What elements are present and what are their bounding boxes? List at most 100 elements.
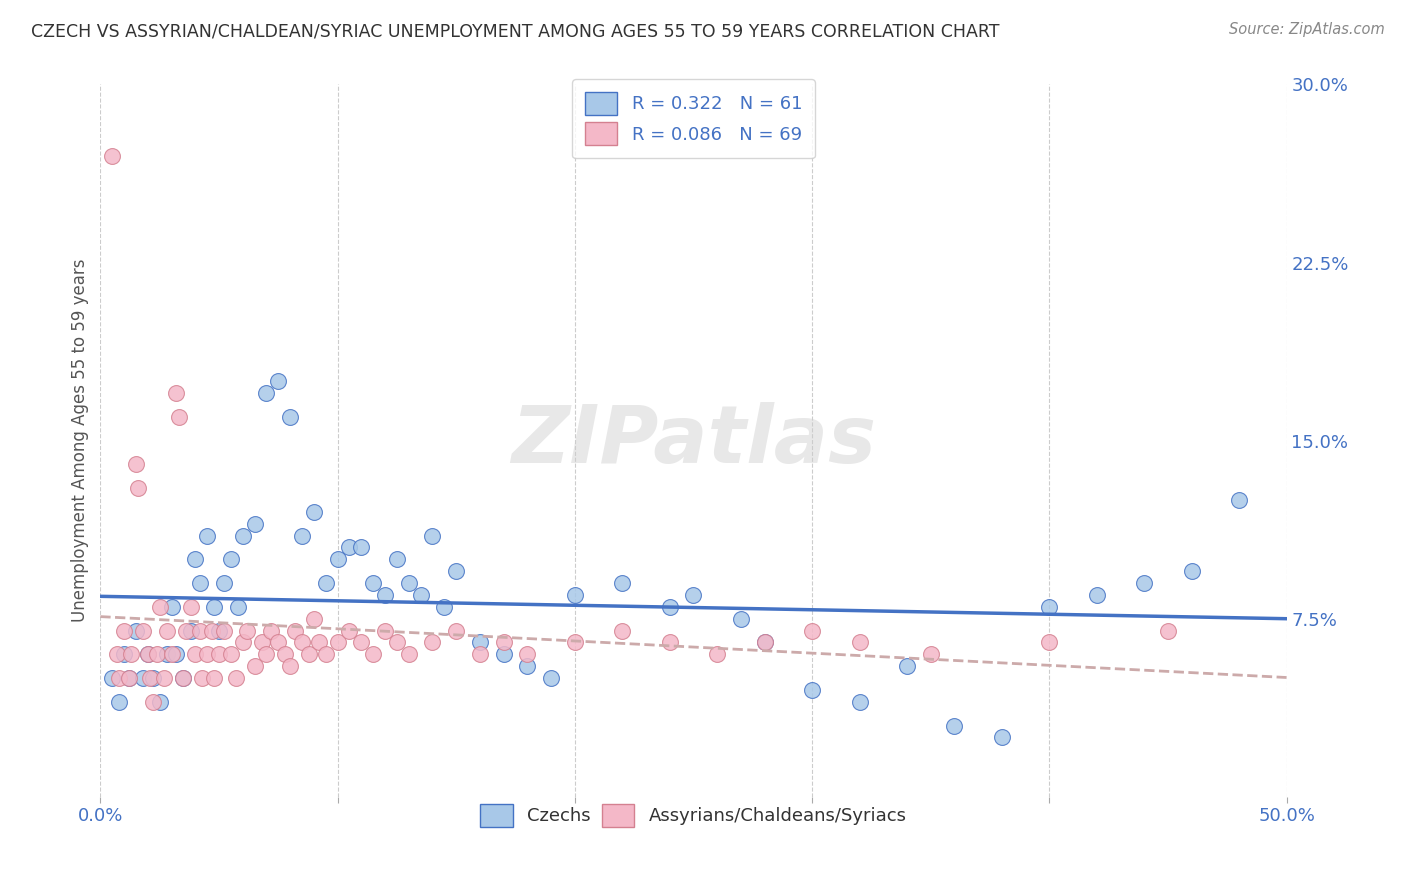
Point xyxy=(302,612,325,626)
Point xyxy=(350,635,373,649)
Point xyxy=(167,409,190,424)
Point xyxy=(1157,624,1180,638)
Point xyxy=(125,624,148,638)
Point xyxy=(195,528,218,542)
Point xyxy=(444,624,467,638)
Point xyxy=(108,695,131,709)
Point xyxy=(754,635,776,649)
Point xyxy=(848,695,870,709)
Point xyxy=(132,671,155,685)
Point xyxy=(943,718,966,732)
Point xyxy=(801,682,824,697)
Point xyxy=(278,409,301,424)
Point xyxy=(226,599,249,614)
Point xyxy=(339,624,361,638)
Point xyxy=(101,149,124,163)
Point xyxy=(1085,588,1108,602)
Point xyxy=(201,624,224,638)
Point xyxy=(212,624,235,638)
Point xyxy=(184,648,207,662)
Y-axis label: Unemployment Among Ages 55 to 59 years: Unemployment Among Ages 55 to 59 years xyxy=(72,259,89,623)
Point xyxy=(326,552,349,566)
Point xyxy=(153,671,176,685)
Point xyxy=(250,635,273,649)
Point xyxy=(658,599,681,614)
Point xyxy=(188,624,211,638)
Point xyxy=(141,695,163,709)
Point xyxy=(422,528,444,542)
Point xyxy=(291,635,314,649)
Point xyxy=(108,671,131,685)
Point xyxy=(991,731,1014,745)
Point xyxy=(398,648,420,662)
Point xyxy=(492,635,515,649)
Point xyxy=(540,671,562,685)
Point xyxy=(374,588,396,602)
Point xyxy=(212,576,235,591)
Point xyxy=(232,635,254,649)
Point xyxy=(658,635,681,649)
Point xyxy=(1038,599,1060,614)
Point xyxy=(191,671,214,685)
Point xyxy=(165,386,187,401)
Text: ZIPatlas: ZIPatlas xyxy=(510,401,876,480)
Point xyxy=(284,624,307,638)
Point xyxy=(1133,576,1156,591)
Point xyxy=(267,374,290,388)
Point xyxy=(219,552,242,566)
Point xyxy=(682,588,704,602)
Point xyxy=(302,505,325,519)
Text: CZECH VS ASSYRIAN/CHALDEAN/SYRIAC UNEMPLOYMENT AMONG AGES 55 TO 59 YEARS CORRELA: CZECH VS ASSYRIAN/CHALDEAN/SYRIAC UNEMPL… xyxy=(31,22,1000,40)
Point xyxy=(1227,493,1250,508)
Point xyxy=(444,564,467,578)
Point xyxy=(516,648,538,662)
Point xyxy=(139,671,162,685)
Point xyxy=(754,635,776,649)
Point xyxy=(801,624,824,638)
Point xyxy=(179,624,201,638)
Point xyxy=(149,695,172,709)
Point xyxy=(409,588,432,602)
Point xyxy=(172,671,194,685)
Point xyxy=(298,648,321,662)
Point xyxy=(112,624,135,638)
Point xyxy=(118,671,141,685)
Point xyxy=(516,659,538,673)
Point xyxy=(118,671,141,685)
Point xyxy=(225,671,247,685)
Point xyxy=(422,635,444,649)
Point xyxy=(208,624,231,638)
Point xyxy=(730,612,752,626)
Point xyxy=(156,648,179,662)
Text: Source: ZipAtlas.com: Source: ZipAtlas.com xyxy=(1229,22,1385,37)
Point xyxy=(612,576,634,591)
Point xyxy=(202,599,225,614)
Point xyxy=(236,624,259,638)
Point xyxy=(374,624,396,638)
Point xyxy=(160,599,183,614)
Point xyxy=(243,659,266,673)
Point xyxy=(468,635,491,649)
Point xyxy=(184,552,207,566)
Point xyxy=(848,635,870,649)
Point xyxy=(179,599,201,614)
Point xyxy=(174,624,197,638)
Point xyxy=(267,635,290,649)
Point xyxy=(339,541,361,555)
Point xyxy=(291,528,314,542)
Point xyxy=(326,635,349,649)
Point xyxy=(361,648,384,662)
Point xyxy=(243,516,266,531)
Point xyxy=(165,648,187,662)
Point xyxy=(315,648,337,662)
Legend: Czechs, Assyrians/Chaldeans/Syriacs: Czechs, Assyrians/Chaldeans/Syriacs xyxy=(472,797,914,834)
Point xyxy=(920,648,942,662)
Point xyxy=(492,648,515,662)
Point xyxy=(260,624,283,638)
Point xyxy=(146,648,169,662)
Point xyxy=(398,576,420,591)
Point xyxy=(136,648,159,662)
Point xyxy=(112,648,135,662)
Point xyxy=(315,576,337,591)
Point xyxy=(254,648,277,662)
